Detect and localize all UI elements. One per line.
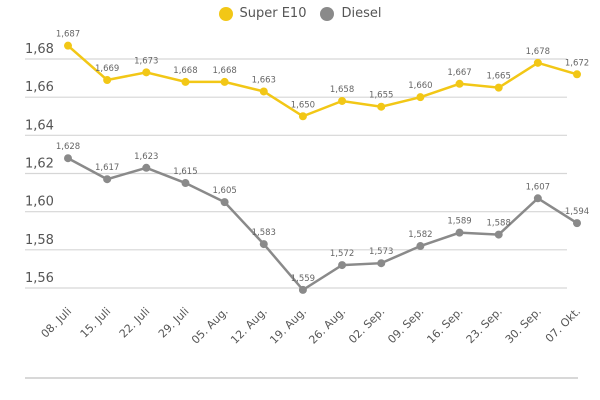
data-point xyxy=(455,228,464,237)
y-tick-label: 1,62 xyxy=(25,157,54,172)
data-point xyxy=(533,58,542,67)
series-line-diesel xyxy=(67,157,578,292)
data-label: 1,669 xyxy=(95,64,119,74)
data-label: 1,583 xyxy=(252,228,276,238)
y-tick-label: 1,68 xyxy=(25,42,54,57)
x-tick-label: 08. Juli xyxy=(39,305,75,341)
data-point xyxy=(142,68,151,77)
data-label: 1,672 xyxy=(565,58,589,68)
data-label: 1,660 xyxy=(408,81,432,91)
y-tick-label: 1,56 xyxy=(25,271,54,286)
x-tick-label: 29. Juli xyxy=(156,305,192,341)
data-point xyxy=(338,96,347,105)
data-label: 1,673 xyxy=(134,56,158,66)
legend-swatch-diesel xyxy=(320,6,335,21)
x-tick-label: 19. Aug. xyxy=(267,305,309,347)
data-point xyxy=(103,175,112,184)
data-label: 1,589 xyxy=(447,217,471,227)
data-label: 1,572 xyxy=(330,249,354,259)
data-point xyxy=(142,163,151,172)
y-tick-label: 1,66 xyxy=(25,80,54,95)
data-point xyxy=(377,102,386,111)
data-point xyxy=(338,261,347,270)
data-label: 1,665 xyxy=(487,72,511,82)
data-point xyxy=(220,77,229,86)
data-point xyxy=(494,83,503,92)
data-point xyxy=(573,219,581,228)
data-point xyxy=(220,198,229,207)
legend-item-super-e10[interactable]: Super E10 xyxy=(218,6,307,21)
data-label: 1,668 xyxy=(173,66,197,76)
x-tick-label: 12. Aug. xyxy=(228,305,270,347)
data-point xyxy=(533,194,542,203)
x-tick-label: 07. Okt. xyxy=(543,305,583,345)
data-point xyxy=(259,87,268,96)
data-label: 1,615 xyxy=(173,167,197,177)
series-line-super-e10 xyxy=(67,44,578,118)
data-label: 1,650 xyxy=(291,100,315,110)
data-point xyxy=(64,41,72,50)
data-label: 1,623 xyxy=(134,152,158,162)
data-point xyxy=(573,70,581,79)
data-point xyxy=(298,285,307,294)
data-point xyxy=(416,93,425,102)
legend-item-diesel[interactable]: Diesel xyxy=(320,6,382,21)
x-tick-label: 23. Sep. xyxy=(464,305,505,346)
data-label: 1,668 xyxy=(212,66,236,76)
data-label: 1,658 xyxy=(330,85,354,95)
data-label: 1,678 xyxy=(526,47,550,57)
data-label: 1,655 xyxy=(369,91,393,101)
x-tick-label: 30. Sep. xyxy=(503,305,544,346)
data-label: 1,617 xyxy=(95,163,119,173)
data-point xyxy=(416,242,425,251)
y-tick-label: 1,64 xyxy=(25,118,54,133)
data-point xyxy=(298,112,307,121)
data-label: 1,663 xyxy=(252,75,276,85)
data-point xyxy=(494,230,503,239)
data-label: 1,605 xyxy=(212,186,236,196)
data-label: 1,607 xyxy=(526,182,550,192)
x-tick-label: 26. Aug. xyxy=(307,305,349,347)
legend: Super E10 Diesel xyxy=(0,6,600,21)
y-tick-label: 1,60 xyxy=(25,195,54,210)
x-tick-label: 22. Juli xyxy=(117,305,153,341)
data-label: 1,582 xyxy=(408,230,432,240)
data-label: 1,588 xyxy=(487,219,511,229)
data-label: 1,594 xyxy=(565,207,589,217)
x-tick-label: 02. Sep. xyxy=(346,305,387,346)
data-point xyxy=(181,179,190,188)
legend-swatch-super-e10 xyxy=(218,6,233,21)
legend-label: Super E10 xyxy=(239,6,307,21)
x-tick-label: 15. Juli xyxy=(78,305,114,341)
data-label: 1,559 xyxy=(291,274,315,284)
data-point xyxy=(455,79,464,88)
data-point xyxy=(377,259,386,268)
data-label: 1,667 xyxy=(447,68,471,78)
data-label: 1,687 xyxy=(56,30,80,40)
x-tick-label: 05. Aug. xyxy=(189,305,231,347)
data-point xyxy=(64,154,72,163)
data-label: 1,628 xyxy=(56,142,80,152)
x-tick-label: 09. Sep. xyxy=(385,305,426,346)
y-tick-label: 1,58 xyxy=(25,233,54,248)
data-point xyxy=(103,75,112,84)
x-tick-label: 16. Sep. xyxy=(424,305,465,346)
data-point xyxy=(181,77,190,86)
legend-label: Diesel xyxy=(341,6,382,21)
data-label: 1,573 xyxy=(369,247,393,257)
data-point xyxy=(259,240,268,249)
